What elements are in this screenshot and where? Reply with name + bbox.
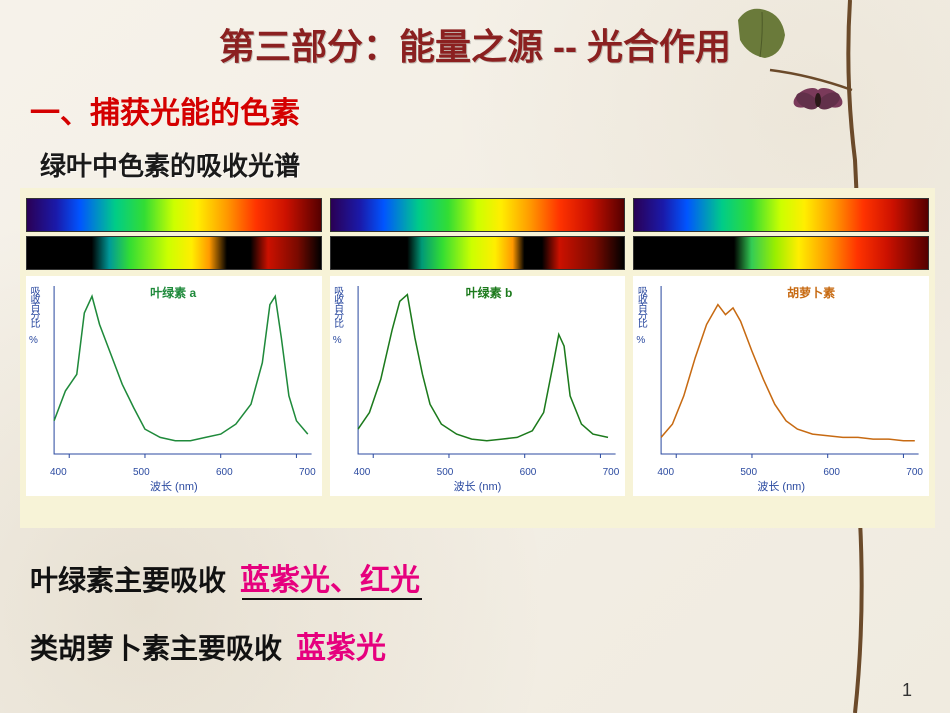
spectrum-full: [26, 198, 322, 232]
x-ticks: 400500600700: [657, 467, 923, 478]
spectrum-full: [633, 198, 929, 232]
spectrum-absorption: [633, 236, 929, 270]
chart-1: 吸收百分比 % 叶绿素 b 400500600700波长 (nm): [330, 198, 626, 496]
chart-2: 吸收百分比 % 胡萝卜素 400500600700波长 (nm): [633, 198, 929, 496]
sub-heading: 绿叶中色素的吸收光谱: [40, 146, 300, 183]
spectrum-absorption: [330, 236, 626, 270]
x-ticks: 400500600700: [50, 467, 316, 478]
x-ticks: 400500600700: [354, 467, 620, 478]
stem-2: 类胡萝卜素主要吸收: [30, 627, 282, 667]
y-axis-label: 吸收百分比 %: [28, 286, 38, 344]
chart-0: 吸收百分比 % 叶绿素 a 400500600700波长 (nm): [26, 198, 322, 496]
y-axis-label: 吸收百分比 %: [635, 286, 645, 344]
chart-legend: 叶绿素 b: [466, 284, 513, 301]
underline-1: [242, 594, 422, 600]
page-number: 1: [902, 680, 912, 701]
x-axis-label: 波长 (nm): [330, 478, 626, 494]
absorption-plot: 吸收百分比 % 胡萝卜素 400500600700波长 (nm): [633, 276, 929, 496]
absorption-plot: 吸收百分比 % 叶绿素 a 400500600700波长 (nm): [26, 276, 322, 496]
fill-in-area: 叶绿素主要吸收 蓝紫光、红光 类胡萝卜素主要吸收 蓝紫光: [30, 555, 910, 685]
stem-1: 叶绿素主要吸收: [30, 559, 226, 599]
y-axis-label: 吸收百分比 %: [332, 286, 342, 344]
spectrum-absorption: [26, 236, 322, 270]
page-title: 第三部分：能量之源 -- 光合作用: [0, 18, 950, 70]
chart-legend: 胡萝卜素: [787, 284, 835, 301]
answer-2: 蓝紫光: [296, 623, 386, 667]
spectrum-full: [330, 198, 626, 232]
chart-panel: 吸收百分比 %叶绿素 a400500600700波长 (nm)吸收百分比 %叶绿…: [20, 188, 935, 528]
section-heading: 一、捕获光能的色素: [30, 88, 300, 132]
x-axis-label: 波长 (nm): [26, 478, 322, 494]
x-axis-label: 波长 (nm): [633, 478, 929, 494]
chart-legend: 叶绿素 a: [150, 284, 196, 301]
charts-row: 吸收百分比 %叶绿素 a400500600700波长 (nm)吸收百分比 %叶绿…: [20, 188, 935, 506]
fill-line-2: 类胡萝卜素主要吸收 蓝紫光: [30, 623, 910, 667]
absorption-plot: 吸收百分比 % 叶绿素 b 400500600700波长 (nm): [330, 276, 626, 496]
